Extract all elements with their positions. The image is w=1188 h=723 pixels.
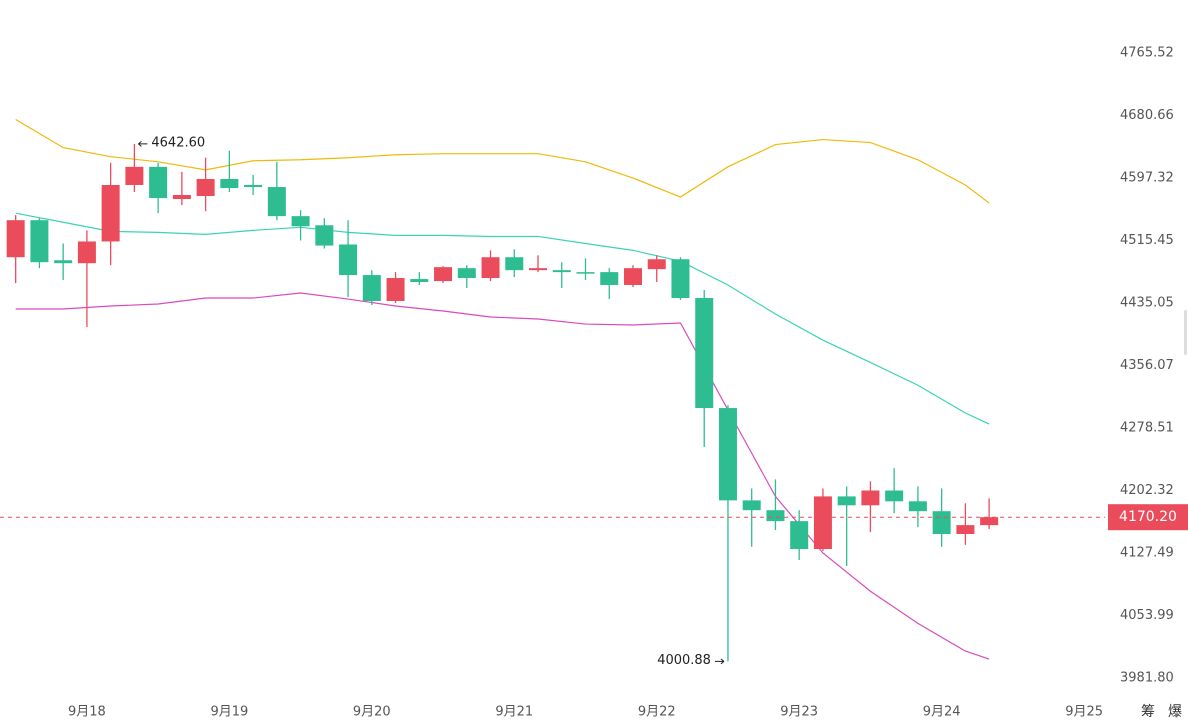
candle-body (125, 166, 144, 185)
candle-body (980, 517, 999, 526)
y-tick-label: 4765.52 (1120, 46, 1174, 61)
candle-body (362, 275, 381, 302)
y-tick-label: 4278.51 (1120, 420, 1174, 435)
min-arrow (714, 658, 725, 665)
candle-body (552, 270, 571, 273)
candle-body (790, 521, 809, 550)
y-tick-label: 4053.99 (1120, 608, 1174, 623)
candle-body (172, 195, 191, 200)
last-price-box (1108, 504, 1188, 531)
y-tick-label: 4202.32 (1120, 483, 1174, 498)
candle-body (623, 268, 642, 285)
scrollbar (1184, 310, 1187, 355)
last-price-label: 4170.20 (1119, 509, 1177, 525)
candle-body (457, 268, 476, 279)
candle-body (6, 220, 25, 258)
candle-body (908, 501, 927, 512)
candle-body (576, 272, 595, 274)
candle-body (30, 220, 49, 263)
x-tick-label: 9月20 (353, 705, 391, 720)
x-tick-label: 9月24 (923, 705, 961, 720)
candle-body (149, 166, 168, 199)
candle-body (77, 241, 96, 264)
candle-body (671, 259, 690, 299)
y-tick-label: 4435.05 (1120, 296, 1174, 311)
candle-body (742, 500, 761, 511)
candle-body (813, 496, 832, 550)
x-tick-label: 9月25 (1065, 705, 1103, 720)
candle-body (339, 244, 358, 276)
candle-body (386, 278, 405, 302)
y-tick-label: 4127.49 (1120, 546, 1174, 561)
candle-body (600, 272, 619, 285)
y-tick-label: 4356.07 (1120, 358, 1174, 373)
band-line (15, 212, 990, 425)
x-tick-label: 9月21 (495, 705, 533, 720)
y-tick-label: 4515.45 (1120, 233, 1174, 248)
candle-body (956, 525, 975, 534)
candle-body (410, 279, 429, 283)
toolbar-button[interactable]: 爆 (1168, 704, 1182, 720)
toolbar-button[interactable]: 筹 (1141, 703, 1155, 720)
candle-body (718, 408, 737, 501)
max-arrow (138, 141, 148, 147)
candle-body (267, 187, 286, 217)
candle-body (244, 184, 263, 188)
y-tick-label: 3981.80 (1120, 671, 1174, 686)
x-tick-label: 9月19 (210, 705, 248, 720)
candle-body (291, 216, 310, 227)
max-label: 4642.60 (151, 135, 205, 150)
candle-body (196, 179, 215, 196)
candle-body (434, 267, 453, 282)
candle-body (885, 490, 904, 502)
y-tick-label: 4597.32 (1120, 171, 1174, 186)
candle-body (529, 268, 548, 271)
candle-body (315, 225, 334, 246)
x-tick-label: 9月23 (780, 705, 818, 720)
x-tick-label: 9月22 (638, 705, 676, 720)
candle-body (101, 184, 120, 242)
x-tick-label: 9月18 (68, 705, 106, 720)
band-line (15, 118, 990, 204)
min-label: 4000.88 (657, 653, 711, 668)
band-line (15, 292, 990, 660)
candle-body (695, 298, 714, 409)
candle-body (505, 257, 524, 271)
candle-body (837, 496, 856, 506)
candle-body (54, 260, 73, 264)
candle-body (932, 511, 951, 534)
candle-body (861, 490, 880, 506)
y-tick-label: 4680.66 (1120, 108, 1174, 123)
candle-body (220, 179, 239, 189)
candle-body (766, 510, 785, 522)
candle-body (647, 259, 666, 270)
candle-body (481, 257, 500, 279)
